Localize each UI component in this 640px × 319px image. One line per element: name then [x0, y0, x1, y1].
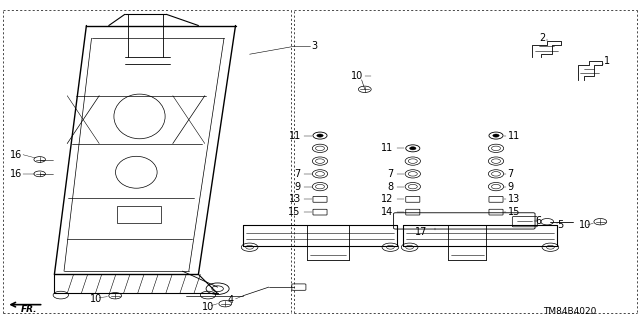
- Text: 14: 14: [381, 207, 394, 217]
- Text: 10: 10: [351, 71, 363, 81]
- Text: 11: 11: [381, 143, 394, 153]
- Text: 11: 11: [289, 130, 301, 141]
- Text: 2: 2: [539, 33, 545, 43]
- Text: 7: 7: [294, 169, 301, 179]
- Text: 6: 6: [535, 216, 541, 226]
- Text: 17: 17: [415, 227, 427, 237]
- Text: 13: 13: [289, 194, 301, 204]
- Text: 7: 7: [387, 169, 394, 179]
- Text: 7: 7: [508, 169, 514, 179]
- Text: 4: 4: [227, 295, 234, 306]
- Text: 3: 3: [312, 41, 318, 51]
- Text: 15: 15: [289, 207, 301, 217]
- Circle shape: [493, 134, 499, 137]
- Circle shape: [317, 134, 323, 137]
- Text: 9: 9: [508, 182, 514, 192]
- Text: 8: 8: [387, 182, 394, 192]
- Text: FR.: FR.: [20, 305, 37, 314]
- Text: 13: 13: [508, 194, 520, 204]
- Circle shape: [410, 147, 416, 150]
- Text: TM84B4020: TM84B4020: [543, 307, 596, 315]
- Text: 11: 11: [508, 130, 520, 141]
- Text: 5: 5: [557, 220, 563, 230]
- Text: 1: 1: [604, 56, 610, 66]
- Text: 9: 9: [294, 182, 301, 192]
- Bar: [117, 206, 161, 223]
- Text: 10: 10: [579, 220, 591, 230]
- Text: 12: 12: [381, 194, 394, 204]
- Text: 15: 15: [508, 207, 520, 217]
- Text: 10: 10: [202, 302, 214, 312]
- Text: 10: 10: [90, 294, 102, 304]
- Text: 16: 16: [10, 150, 22, 160]
- Text: 16: 16: [10, 169, 22, 179]
